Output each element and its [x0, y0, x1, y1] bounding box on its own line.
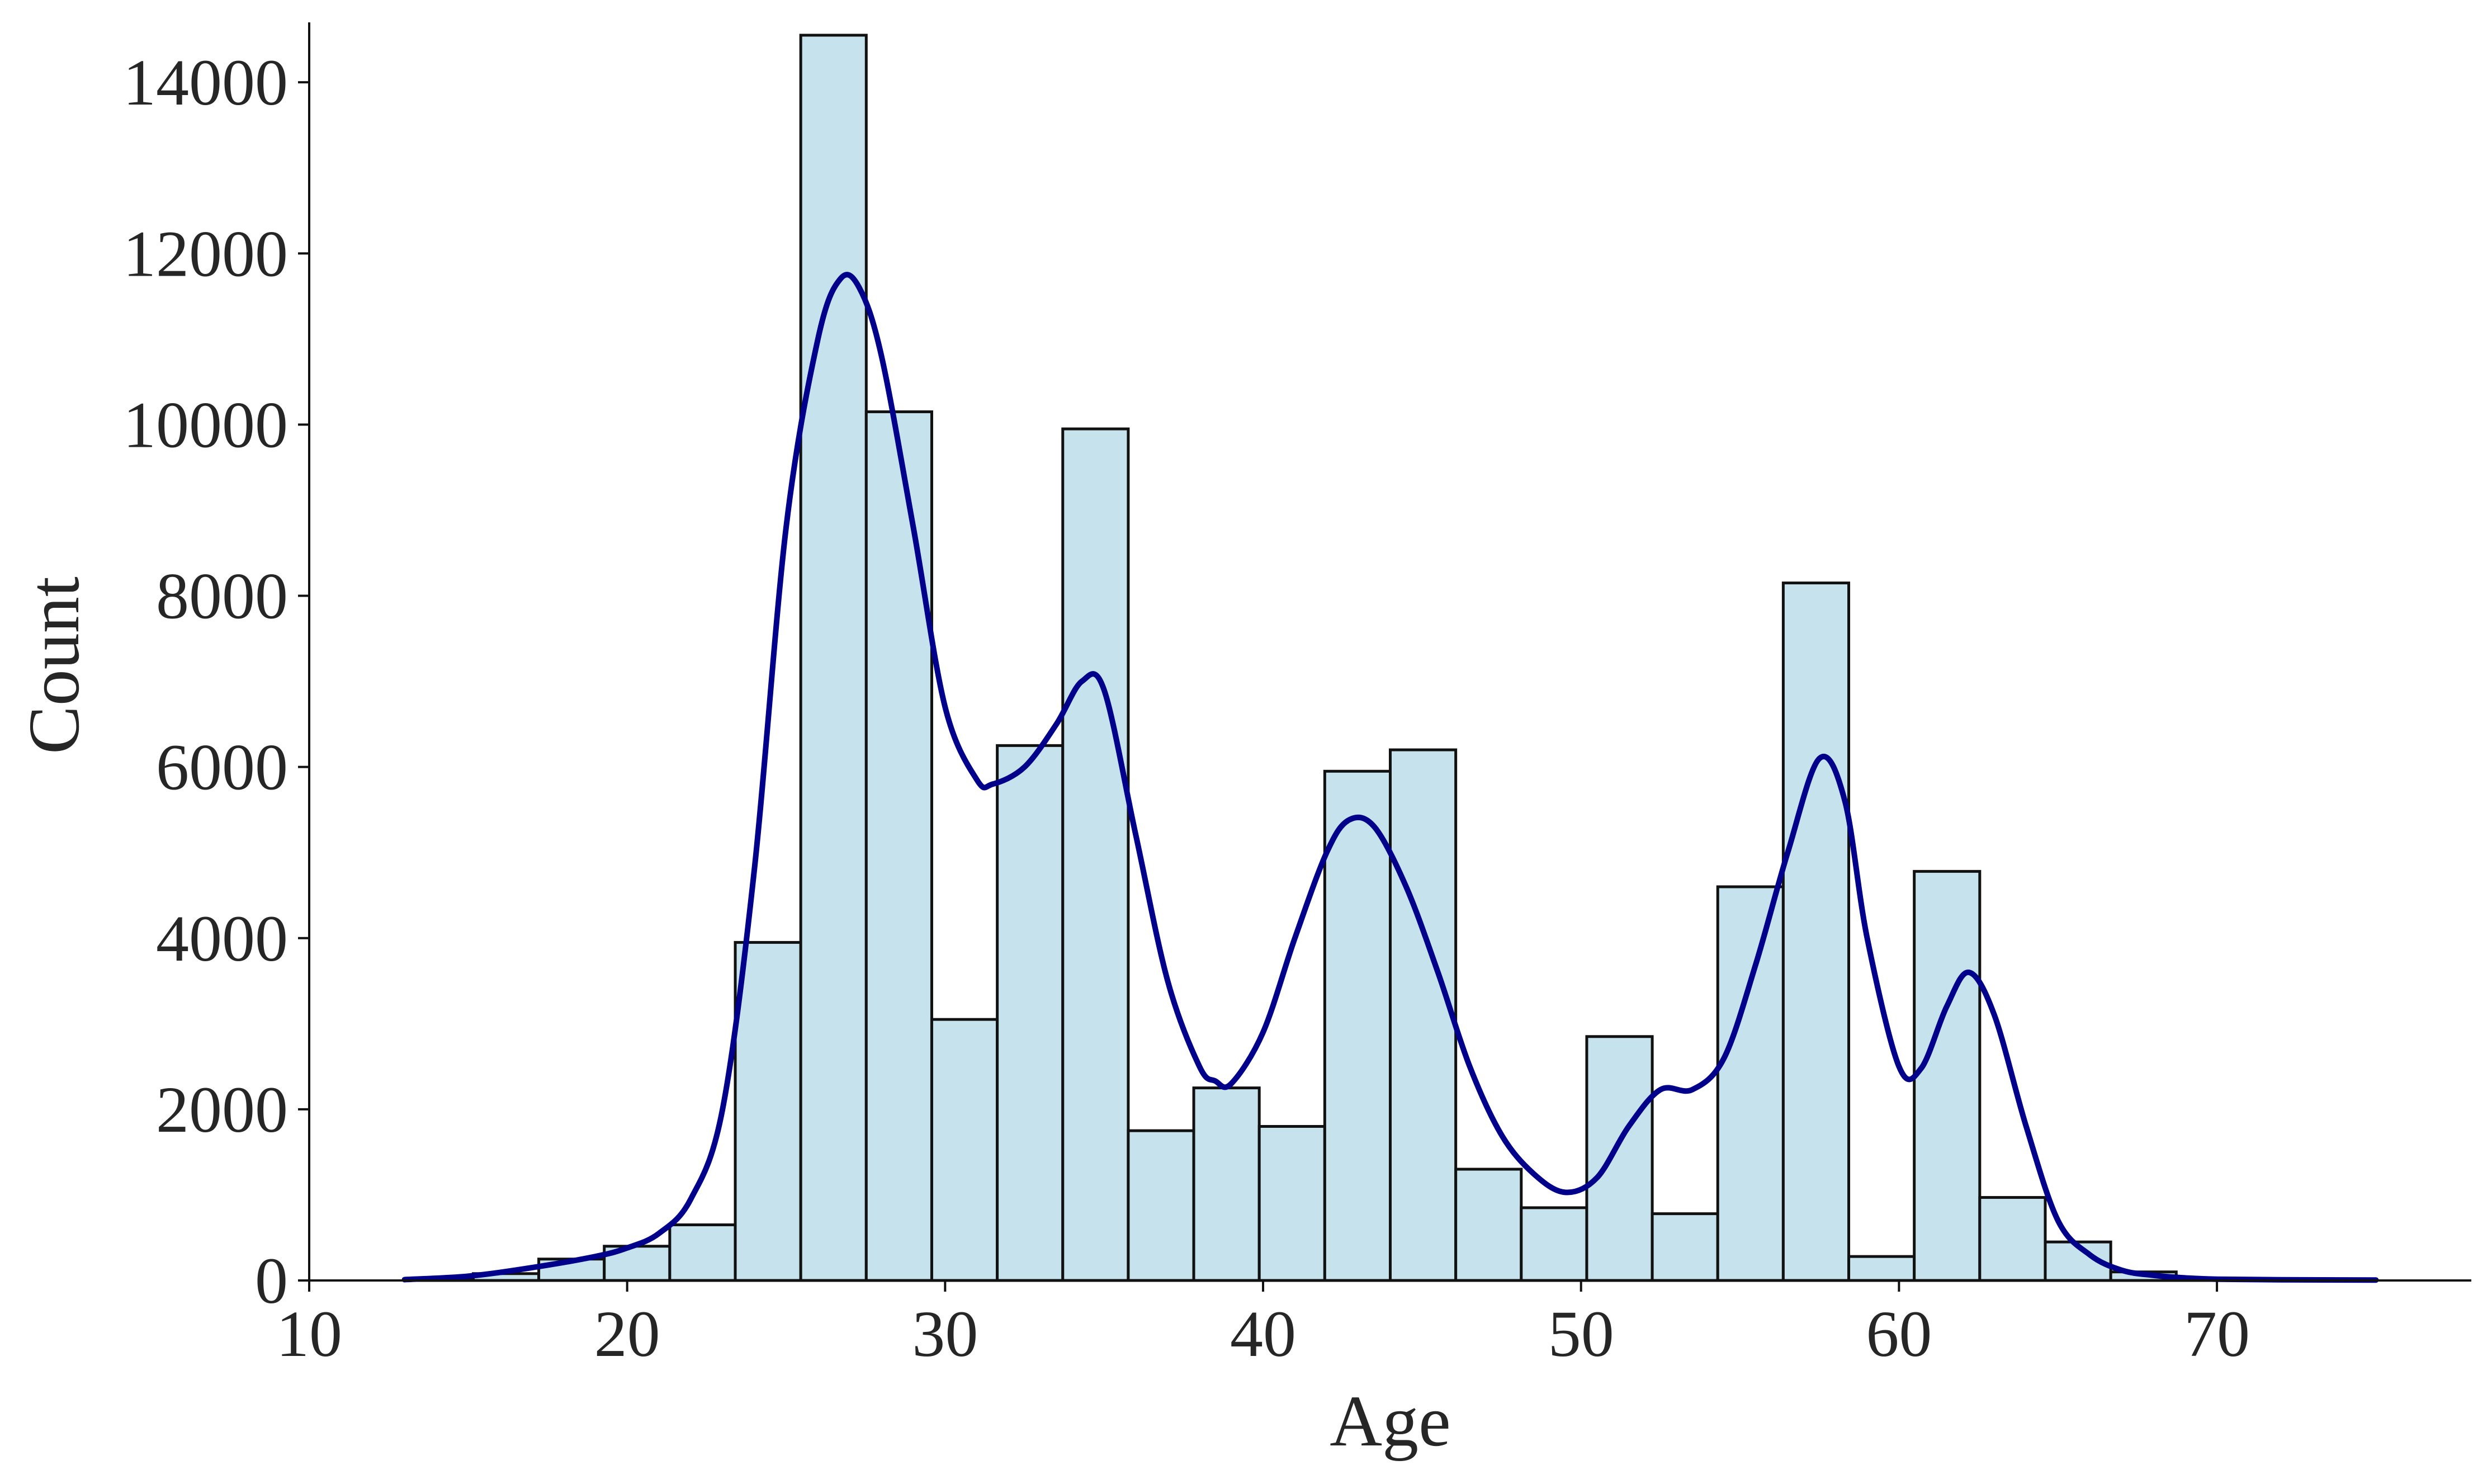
y-ticks: 0 2000 4000 6000 8000 10000 12000 14000 — [123, 46, 309, 1317]
bars-layer — [406, 34, 2375, 1282]
y-axis-label: Count — [14, 576, 94, 754]
histogram-bar-15 — [1389, 748, 1458, 1282]
y-tick-label-14000: 14000 — [123, 46, 288, 119]
histogram-bar-23 — [1913, 869, 1982, 1282]
y-tick-label-8000: 8000 — [156, 560, 288, 633]
y-tick-label-12000: 12000 — [123, 217, 288, 290]
histogram-bar-22 — [1847, 1255, 1916, 1282]
histogram-bar-21 — [1781, 582, 1851, 1282]
x-tick-label-40: 40 — [1230, 1297, 1296, 1370]
y-tick-label-4000: 4000 — [156, 902, 288, 975]
histogram-bar-5 — [734, 941, 802, 1282]
histogram-bar-13 — [1257, 1124, 1326, 1282]
histogram-bar-6 — [799, 34, 868, 1282]
histogram-bar-18 — [1585, 1035, 1654, 1282]
x-tick-label-20: 20 — [594, 1297, 660, 1370]
histogram-bar-20 — [1716, 885, 1785, 1282]
histogram-bar-16 — [1454, 1168, 1523, 1282]
y-tick-label-0: 0 — [255, 1244, 288, 1317]
histogram-bar-11 — [1127, 1129, 1195, 1282]
x-tick-label-10: 10 — [276, 1297, 342, 1370]
histogram-bar-4 — [668, 1223, 737, 1282]
histogram-bar-19 — [1651, 1212, 1719, 1282]
histogram-bar-8 — [930, 1018, 999, 1282]
histogram-bar-14 — [1323, 769, 1392, 1282]
x-axis-label: Age — [1330, 1381, 1451, 1462]
histogram-bar-17 — [1520, 1206, 1588, 1282]
x-ticks: 10 20 30 40 50 60 70 — [276, 1280, 2250, 1370]
x-tick-label-50: 50 — [1548, 1297, 1614, 1370]
histogram-bar-7 — [864, 410, 933, 1282]
y-tick-label-10000: 10000 — [123, 388, 288, 461]
histogram-bar-10 — [1061, 427, 1130, 1282]
kde-curve — [401, 272, 2379, 1283]
y-tick-label-2000: 2000 — [156, 1073, 288, 1146]
x-tick-label-60: 60 — [1866, 1297, 1932, 1370]
histogram-bar-12 — [1192, 1086, 1261, 1282]
histogram-bar-9 — [996, 744, 1065, 1282]
y-tick-label-6000: 6000 — [156, 731, 288, 804]
x-tick-label-30: 30 — [912, 1297, 978, 1370]
histogram-bar-24 — [1978, 1196, 2047, 1282]
x-tick-label-70: 70 — [2184, 1297, 2250, 1370]
